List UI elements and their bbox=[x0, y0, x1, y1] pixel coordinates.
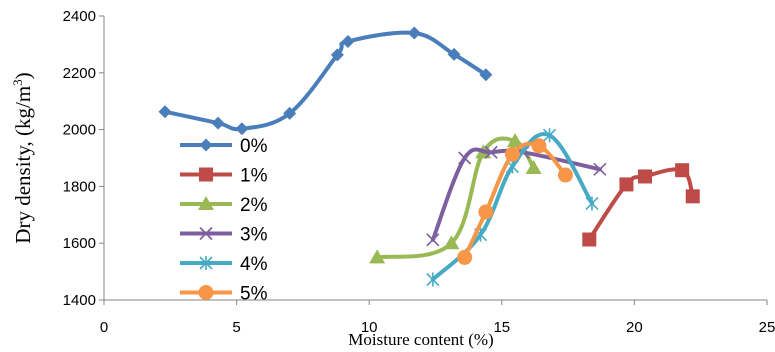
y-axis-title-main: Dry density, (kg/m bbox=[11, 86, 35, 244]
x-tick-label: 15 bbox=[493, 319, 510, 336]
series-layer bbox=[158, 26, 700, 287]
y-tick-label: 2200 bbox=[63, 65, 96, 82]
x-tick-label: 0 bbox=[100, 319, 108, 336]
data-point bbox=[478, 204, 494, 220]
data-point bbox=[443, 235, 460, 250]
legend-item-0-percent: 0% bbox=[180, 136, 268, 157]
legend-item-3-percent: 3% bbox=[180, 225, 268, 246]
legend-label: 5% bbox=[240, 284, 268, 305]
legend-item-5-percent: 5% bbox=[180, 284, 268, 305]
data-point bbox=[479, 68, 493, 82]
series-line-0-percent bbox=[162, 30, 488, 132]
legend-label: 0% bbox=[240, 136, 268, 157]
data-point bbox=[675, 163, 690, 178]
data-point bbox=[158, 105, 172, 119]
data-point bbox=[457, 249, 473, 265]
data-point bbox=[369, 249, 386, 264]
series-0-percent bbox=[158, 26, 493, 136]
legend-label: 3% bbox=[240, 225, 268, 246]
legend-marker bbox=[199, 256, 213, 270]
legend-label: 2% bbox=[240, 195, 268, 216]
data-point bbox=[525, 159, 542, 174]
data-point bbox=[504, 146, 520, 162]
y-tick-label: 2400 bbox=[63, 8, 96, 25]
data-point bbox=[330, 48, 344, 62]
data-point bbox=[531, 138, 547, 154]
y-axis-title: Dry density, (kg/m3) bbox=[10, 72, 35, 243]
data-point bbox=[341, 35, 355, 49]
legend-marker bbox=[199, 226, 213, 241]
data-point bbox=[426, 272, 440, 287]
series-1-percent bbox=[582, 163, 700, 247]
data-point bbox=[458, 151, 472, 165]
x-tick-label: 20 bbox=[626, 319, 643, 336]
data-point bbox=[426, 233, 440, 247]
legend-item-1-percent: 1% bbox=[180, 166, 268, 187]
legend-label: 1% bbox=[240, 166, 268, 187]
data-point bbox=[235, 122, 249, 136]
legend-marker bbox=[198, 285, 214, 300]
data-point bbox=[638, 169, 653, 184]
legend: 0% 1% 2% 3% 4% 5% bbox=[180, 136, 268, 305]
data-point bbox=[593, 162, 607, 176]
data-point bbox=[484, 145, 498, 159]
legend-marker bbox=[198, 196, 214, 210]
x-tick-label: 25 bbox=[759, 319, 775, 336]
data-point bbox=[283, 106, 297, 120]
y-tick-label: 1400 bbox=[63, 292, 96, 309]
data-point bbox=[507, 132, 524, 147]
series-5-percent bbox=[457, 138, 573, 265]
axes: 1400 1600 1800 2000 2200 2400 0 5 10 15 20 25 bbox=[63, 8, 775, 336]
data-point bbox=[407, 26, 421, 40]
legend-marker bbox=[199, 167, 213, 182]
data-point bbox=[447, 47, 461, 61]
legend-item-2-percent: 2% bbox=[180, 195, 268, 216]
data-point bbox=[585, 196, 599, 211]
data-point bbox=[582, 232, 597, 247]
data-point bbox=[211, 116, 225, 130]
y-axis-title-end: ) bbox=[11, 72, 35, 79]
data-point bbox=[619, 177, 634, 192]
data-point bbox=[542, 128, 557, 143]
x-tick-label: 10 bbox=[361, 319, 378, 336]
y-tick-label: 1600 bbox=[63, 235, 96, 252]
x-tick-label: 5 bbox=[232, 319, 240, 336]
data-point bbox=[685, 189, 700, 204]
data-point bbox=[557, 167, 573, 183]
y-tick-label: 1800 bbox=[63, 178, 96, 195]
legend-item-4-percent: 4% bbox=[180, 254, 268, 275]
legend-marker bbox=[199, 138, 213, 152]
y-tick-label: 2000 bbox=[63, 122, 96, 139]
y-axis-title-sup: 3 bbox=[10, 79, 25, 86]
x-axis-title: Moisture content (%) bbox=[348, 330, 493, 349]
legend-label: 4% bbox=[240, 254, 268, 275]
